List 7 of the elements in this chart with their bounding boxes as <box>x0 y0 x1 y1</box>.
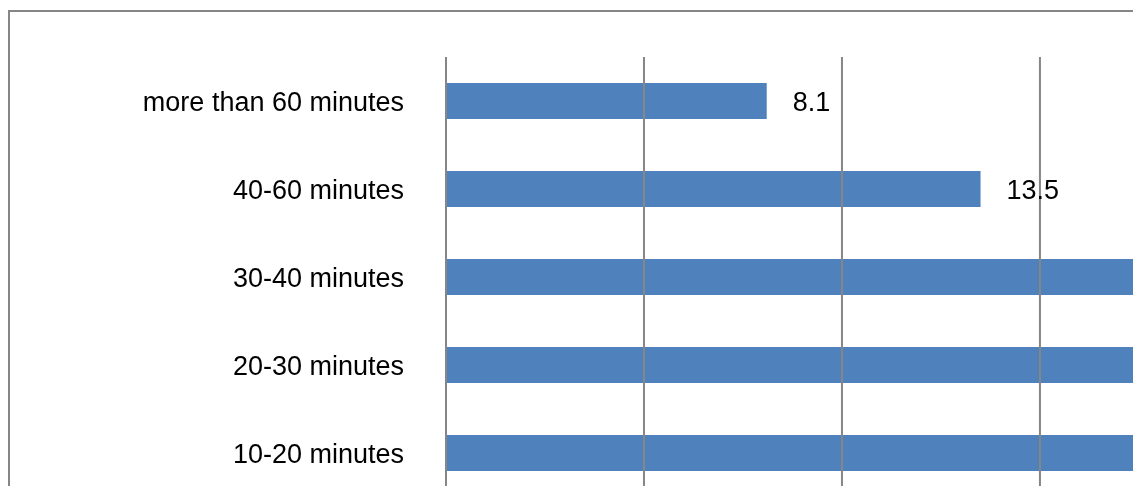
y-tick-label: 30-40 minutes <box>232 262 404 293</box>
y-tick-label: 10-20 minutes <box>232 438 404 469</box>
y-tick-label: more than 60 minutes <box>142 86 404 117</box>
y-tick-label: 40-60 minutes <box>232 174 404 205</box>
data-label: 13.5 <box>1006 174 1060 205</box>
y-tick-label: 20-30 minutes <box>232 350 404 381</box>
data-label: 8.1 <box>792 86 831 117</box>
